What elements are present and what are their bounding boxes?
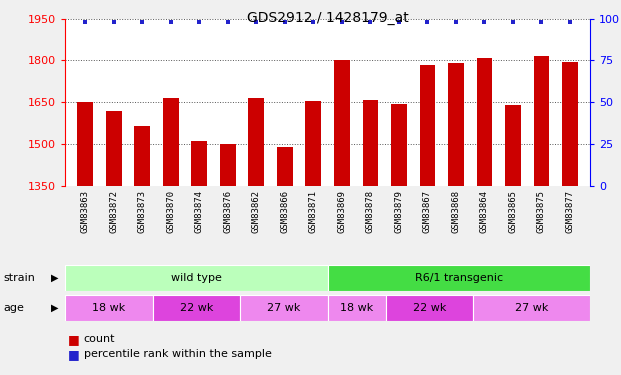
Bar: [533, 56, 550, 375]
Text: GSM83873: GSM83873: [138, 190, 147, 232]
Bar: [327, 265, 590, 291]
Bar: [134, 126, 150, 375]
Bar: [277, 147, 292, 375]
Text: GSM83877: GSM83877: [566, 190, 574, 232]
Text: GSM83867: GSM83867: [423, 190, 432, 232]
Bar: [476, 58, 492, 375]
Bar: [505, 105, 521, 375]
Text: GSM83878: GSM83878: [366, 190, 375, 232]
Text: 27 wk: 27 wk: [267, 303, 301, 313]
Text: GSM83879: GSM83879: [394, 190, 404, 232]
Text: age: age: [3, 303, 24, 313]
Text: 22 wk: 22 wk: [413, 303, 446, 313]
Bar: [106, 111, 122, 375]
Bar: [220, 144, 235, 375]
Text: GSM83862: GSM83862: [252, 190, 261, 232]
Text: strain: strain: [3, 273, 35, 283]
Bar: [248, 98, 264, 375]
Text: GSM83875: GSM83875: [537, 190, 546, 232]
Text: R6/1 transgenic: R6/1 transgenic: [415, 273, 503, 283]
Text: GSM83871: GSM83871: [309, 190, 318, 232]
Bar: [562, 62, 578, 375]
Text: GSM83864: GSM83864: [480, 190, 489, 232]
Text: 27 wk: 27 wk: [515, 303, 548, 313]
Text: GSM83876: GSM83876: [224, 190, 232, 232]
Bar: [334, 60, 350, 375]
Bar: [163, 98, 179, 375]
Text: GSM83868: GSM83868: [451, 190, 460, 232]
Bar: [420, 65, 435, 375]
Bar: [391, 104, 407, 375]
Bar: [327, 295, 386, 321]
Text: 18 wk: 18 wk: [93, 303, 125, 313]
Text: 22 wk: 22 wk: [179, 303, 213, 313]
Text: ■: ■: [68, 333, 80, 346]
Text: count: count: [84, 334, 116, 344]
Bar: [473, 295, 590, 321]
Text: GSM83872: GSM83872: [109, 190, 118, 232]
Bar: [78, 102, 93, 375]
Text: GDS2912 / 1428179_at: GDS2912 / 1428179_at: [247, 11, 409, 25]
Text: GSM83866: GSM83866: [280, 190, 289, 232]
Bar: [65, 265, 327, 291]
Bar: [65, 295, 153, 321]
Text: wild type: wild type: [171, 273, 222, 283]
Text: GSM83869: GSM83869: [337, 190, 347, 232]
Bar: [363, 100, 378, 375]
Bar: [191, 141, 207, 375]
Text: GSM83870: GSM83870: [166, 190, 175, 232]
Text: ■: ■: [68, 348, 80, 361]
Text: GSM83865: GSM83865: [509, 190, 517, 232]
Text: 18 wk: 18 wk: [340, 303, 373, 313]
Bar: [386, 295, 473, 321]
Bar: [153, 295, 240, 321]
Bar: [306, 101, 321, 375]
Text: percentile rank within the sample: percentile rank within the sample: [84, 350, 272, 359]
Text: ▶: ▶: [51, 303, 58, 313]
Bar: [448, 63, 464, 375]
Text: ▶: ▶: [51, 273, 58, 283]
Text: GSM83863: GSM83863: [81, 190, 89, 232]
Text: GSM83874: GSM83874: [195, 190, 204, 232]
Bar: [240, 295, 327, 321]
